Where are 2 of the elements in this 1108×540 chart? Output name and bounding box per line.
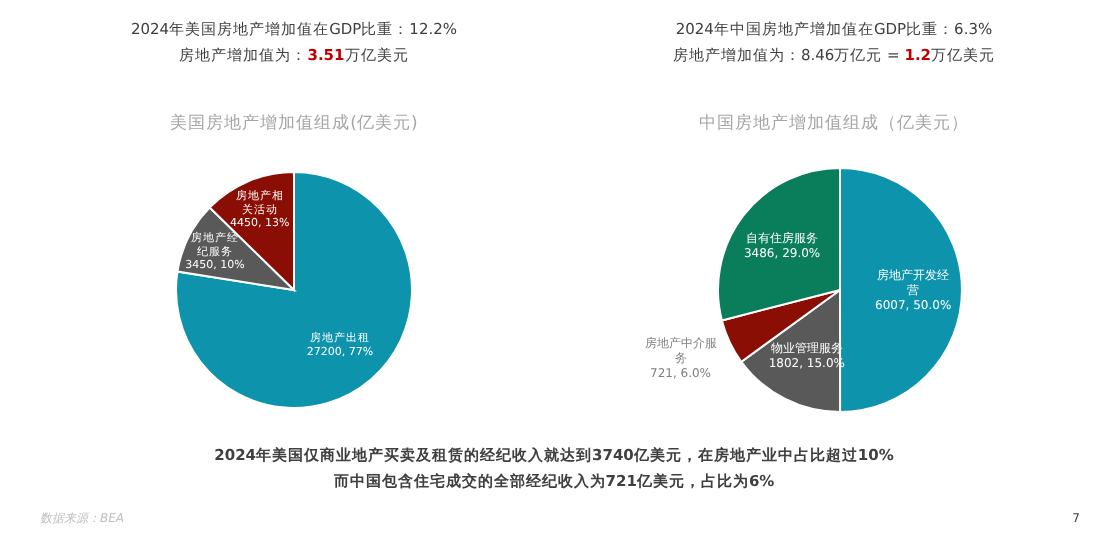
chart-title: 中国房地产增加值组成（亿美元） [699,112,969,134]
chart-title: 美国房地产增加值组成(亿美元) [170,112,418,134]
